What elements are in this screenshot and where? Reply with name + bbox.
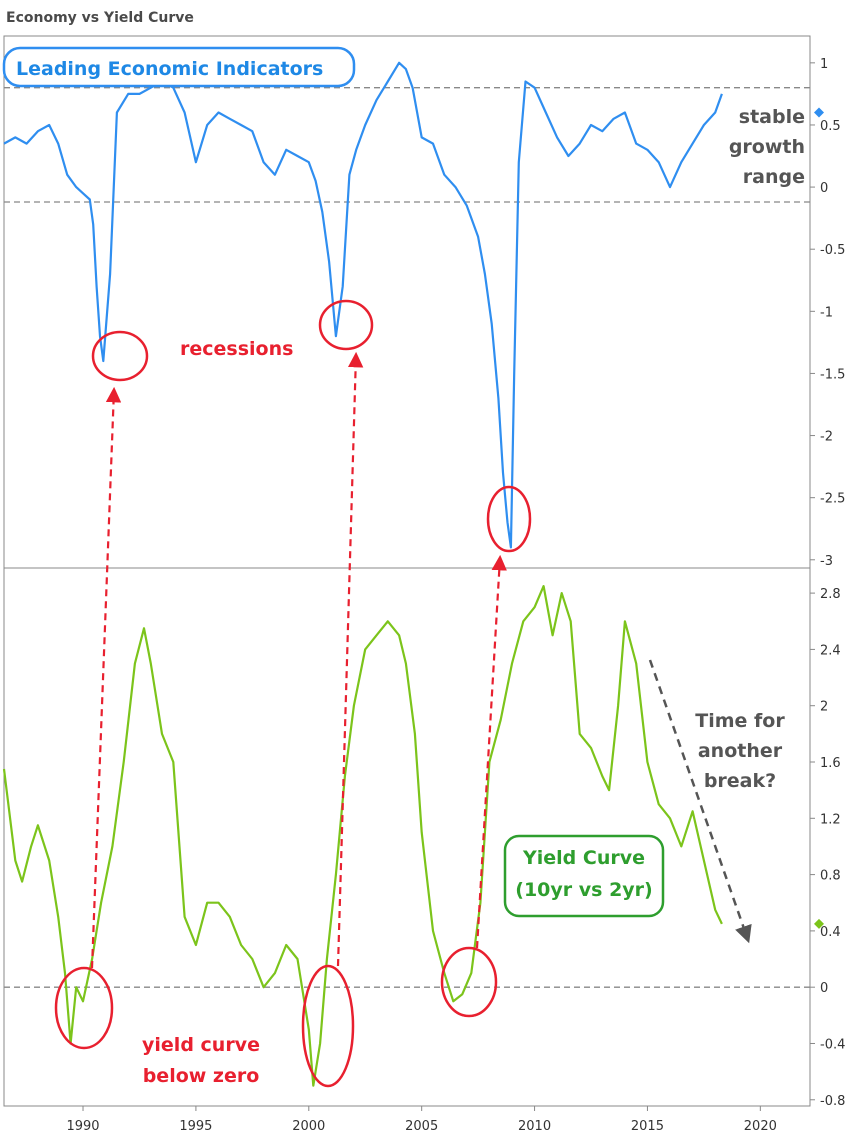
arrow-1989-to-1990	[90, 386, 122, 969]
stable-label-1: stable	[739, 106, 805, 128]
inversion-circle-2000	[301, 964, 355, 1088]
y-tick-label: 0.5	[820, 119, 841, 134]
below-zero-label-1: yield curve	[142, 1034, 260, 1056]
x-tick-label: 2010	[518, 1119, 551, 1134]
arrow-2000-to-2001	[336, 351, 364, 967]
yield-curve-line	[2, 585, 723, 1087]
arrow-2007-to-2008	[475, 554, 507, 949]
y-tick-label: 1	[820, 57, 828, 72]
yield-label-1: Yield Curve	[522, 847, 645, 869]
y-tick-label: 0	[820, 981, 828, 996]
break-label-3: break?	[704, 770, 776, 792]
top-panel-frame	[3, 35, 811, 569]
x-axis: 1990 1995 2000 2005 2010 2015 2020	[66, 1106, 777, 1134]
x-tick-label: 2015	[631, 1119, 664, 1134]
inversion-circle-2007	[440, 946, 498, 1018]
x-tick-label: 1990	[66, 1119, 99, 1134]
y-tick-label: 0.4	[820, 925, 841, 940]
y-tick-label: -1.5	[820, 367, 845, 382]
y-tick-label: 1.6	[820, 756, 841, 771]
yield-last-value-marker	[814, 918, 824, 929]
x-tick-label: 1995	[179, 1119, 212, 1134]
chart-title: Economy vs Yield Curve	[6, 10, 194, 26]
yield-y-axis: 2.8 2.4 2 1.6 1.2 0.8 0.4 0 -0.4 -0.8	[810, 587, 845, 1109]
y-tick-label: 1.2	[820, 812, 841, 827]
x-tick-label: 2000	[292, 1119, 325, 1134]
y-tick-label: 2.8	[820, 587, 841, 602]
inversion-circle-1989	[54, 966, 114, 1050]
recession-circle-2001	[318, 299, 374, 351]
break-label-1: Time for	[695, 710, 785, 732]
y-tick-label: 2.4	[820, 643, 841, 658]
yield-label-2: (10yr vs 2yr)	[515, 879, 652, 901]
y-tick-label: -2.5	[820, 492, 845, 507]
yield-label-box	[503, 834, 665, 918]
y-tick-label: -0.4	[820, 1037, 845, 1052]
lei-y-axis: 1 0.5 0 -0.5 -1 -1.5 -2 -2.5 -3	[810, 57, 845, 569]
recession-circle-1990	[91, 330, 149, 382]
stable-label-2: growth	[729, 136, 805, 158]
y-tick-label: -0.5	[820, 243, 845, 258]
lei-reference-lines	[4, 87, 810, 203]
y-tick-label: -0.8	[820, 1094, 845, 1109]
lei-last-value-marker	[814, 107, 824, 118]
below-zero-label-2: below zero	[143, 1065, 260, 1087]
x-tick-label: 2020	[744, 1119, 777, 1134]
recessions-label: recessions	[180, 338, 293, 360]
x-tick-label: 2005	[405, 1119, 438, 1134]
lei-line	[3, 61, 723, 549]
stable-label-3: range	[743, 166, 805, 188]
y-tick-label: 0.8	[820, 869, 841, 884]
y-tick-label: -3	[820, 554, 833, 569]
y-tick-label: -1	[820, 305, 833, 320]
lei-label-box	[2, 46, 356, 88]
break-label-2: another	[698, 740, 783, 762]
lei-label: Leading Economic Indicators	[16, 58, 323, 80]
y-tick-label: 0	[820, 181, 828, 196]
y-tick-label: 2	[820, 700, 828, 715]
y-tick-label: -2	[820, 430, 833, 445]
bottom-panel-frame	[3, 567, 811, 1107]
break-arrow	[648, 659, 752, 944]
recession-circle-2008	[486, 485, 532, 553]
